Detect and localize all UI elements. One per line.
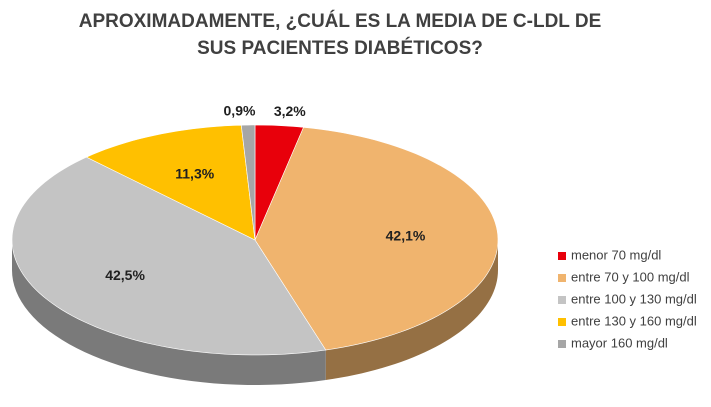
legend-swatch — [558, 340, 566, 348]
data-label: 0,9% — [224, 102, 256, 118]
legend-label: mayor 160 mg/dl — [571, 335, 668, 350]
legend-label: entre 130 y 160 mg/dl — [571, 313, 697, 328]
data-label: 3,2% — [274, 103, 306, 119]
legend-label: entre 100 y 130 mg/dl — [571, 291, 697, 306]
pie-slice — [240, 124, 256, 241]
legend-label: menor 70 mg/dl — [571, 247, 661, 262]
legend-swatch — [558, 252, 566, 260]
legend-swatch — [558, 318, 566, 326]
pie-slice — [85, 124, 256, 241]
legend-swatch — [558, 274, 566, 282]
pie-slice — [11, 156, 327, 356]
data-label: 42,1% — [386, 227, 426, 243]
legend-swatch — [558, 296, 566, 304]
pie-side — [325, 240, 498, 381]
data-label: 11,3% — [175, 165, 214, 181]
data-label: 42,5% — [105, 267, 145, 283]
legend-label: entre 70 y 100 mg/dl — [571, 269, 690, 284]
pie-side — [12, 240, 326, 385]
chart-title: APROXIMADAMENTE, ¿CUÁL ES LA MEDIA DE C-… — [78, 11, 602, 59]
pie-slice — [254, 126, 499, 351]
